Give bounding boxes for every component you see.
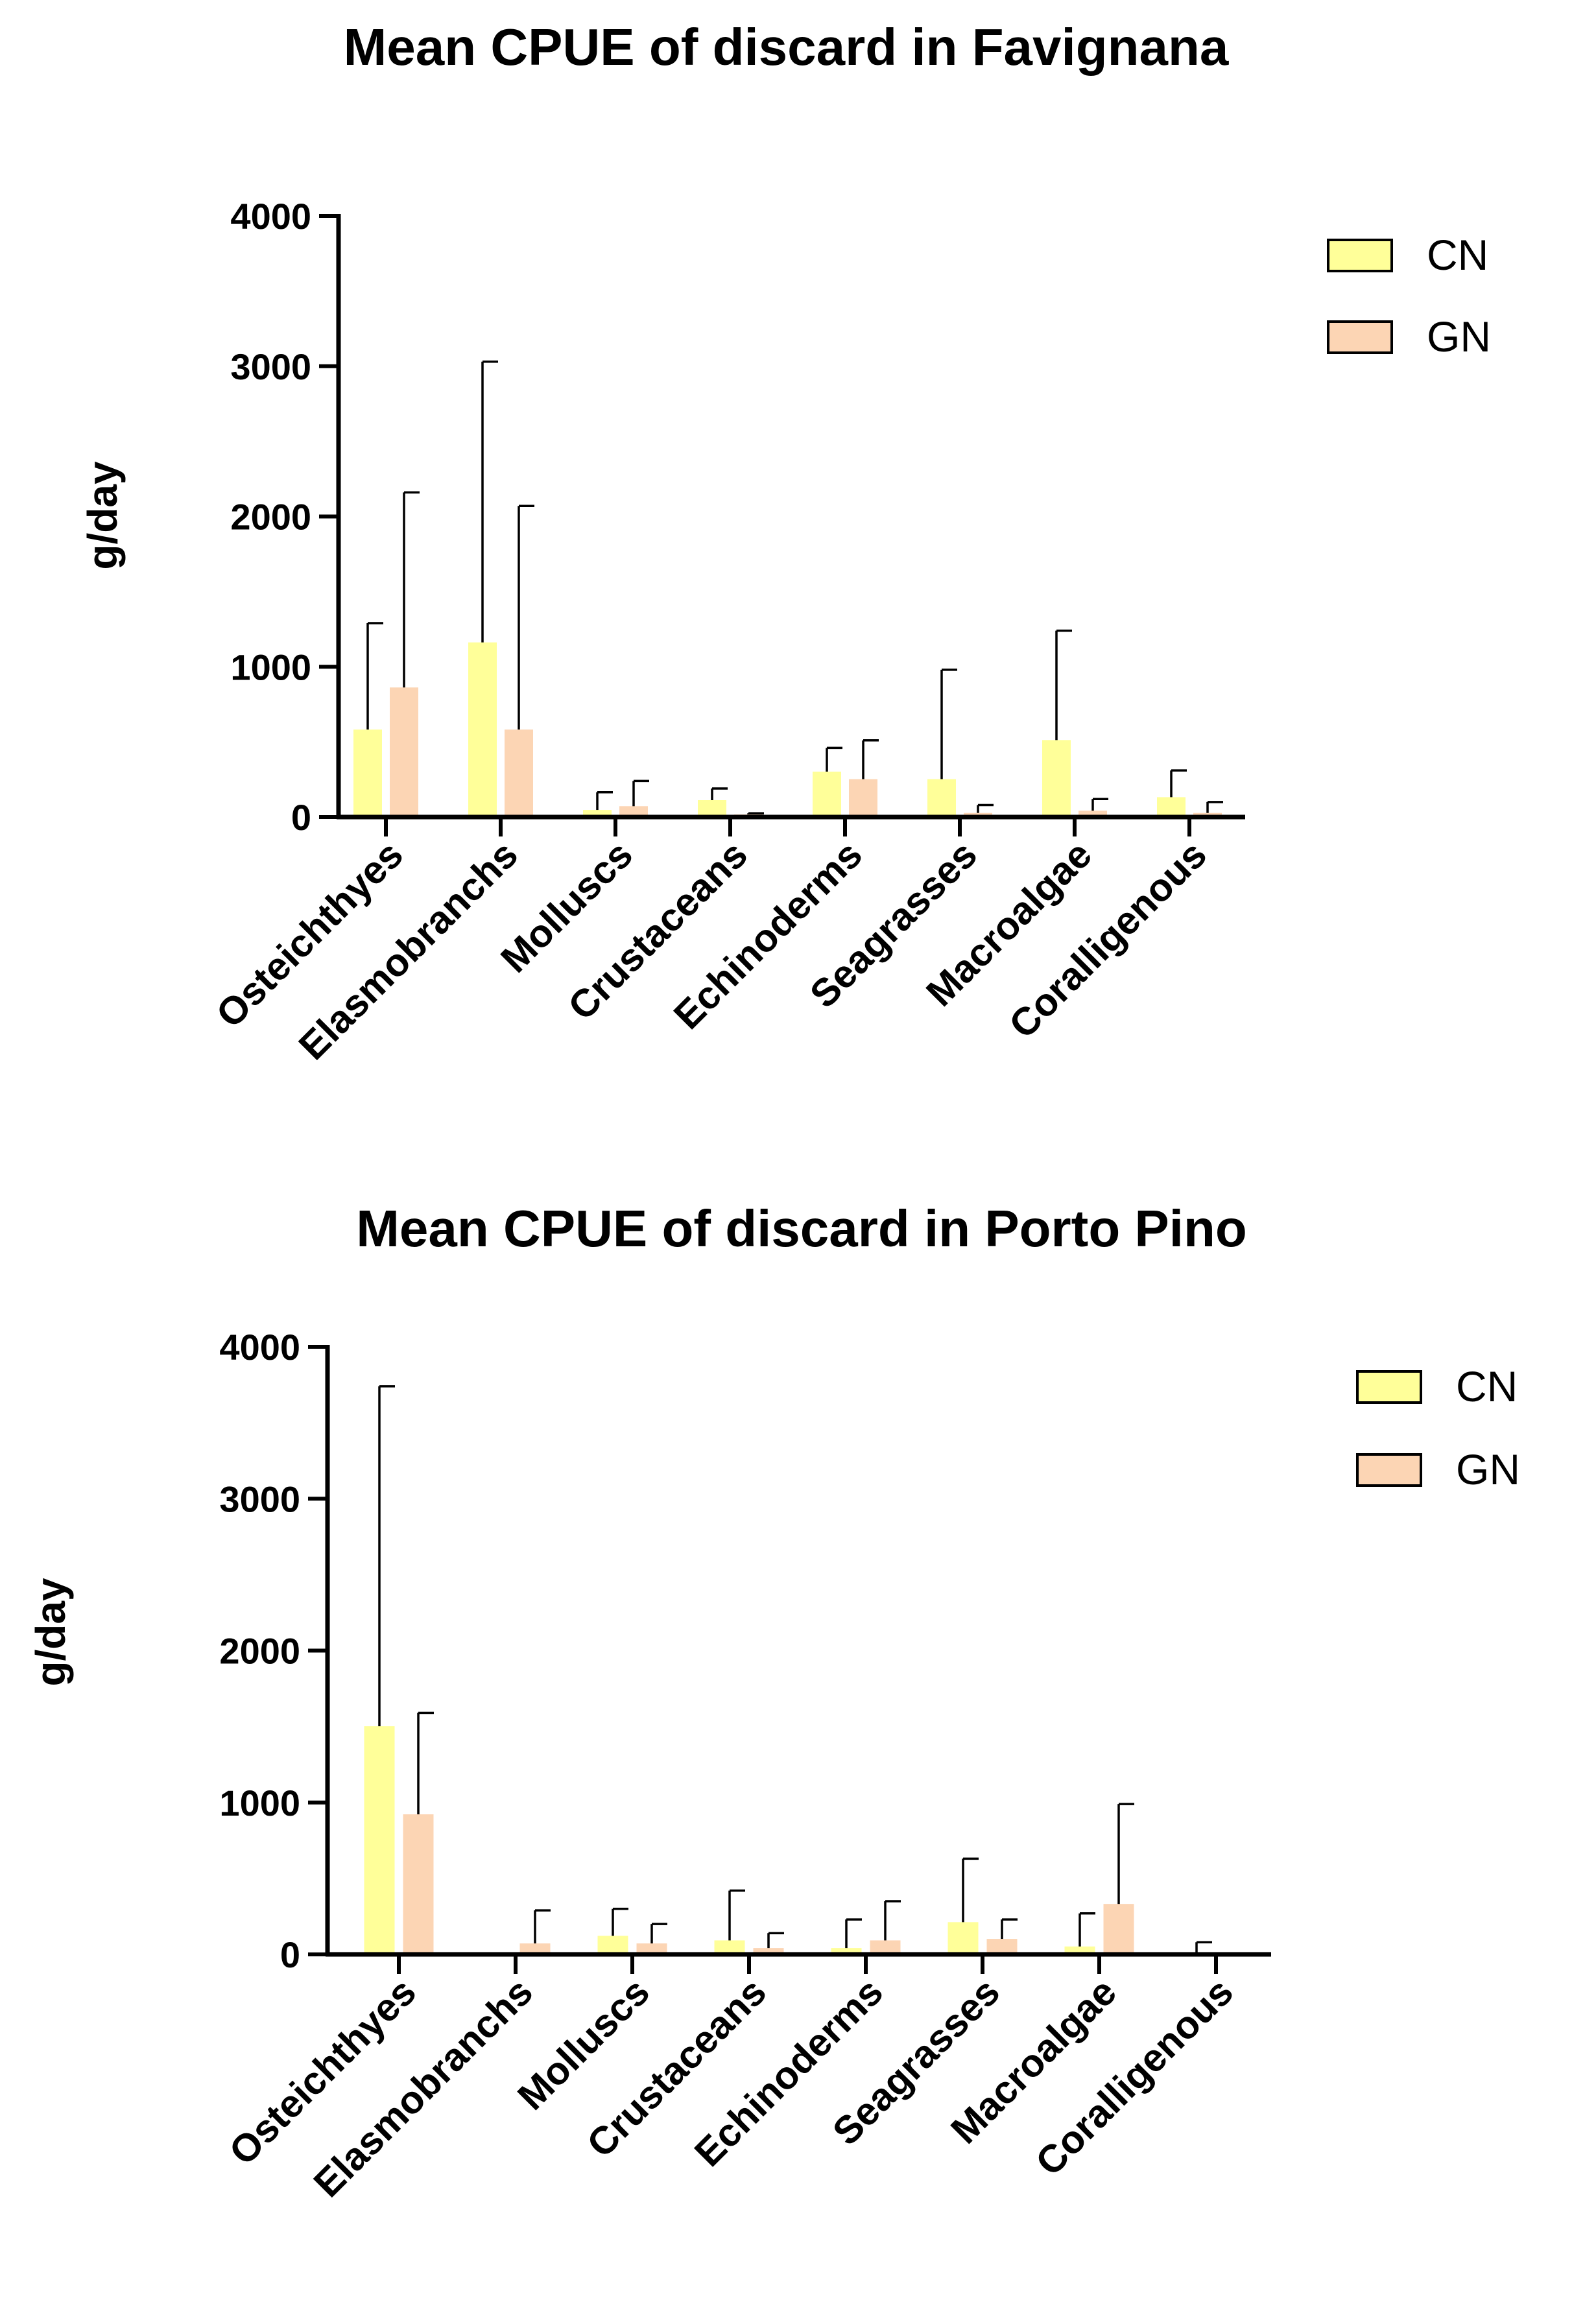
legend-label-cn: CN [1456, 1362, 1518, 1410]
legend-swatch-gn [1327, 320, 1393, 354]
y-axis-label: g/day [79, 461, 126, 570]
bar-gn [505, 729, 533, 818]
chart-title: Mean CPUE of discard in Porto Pino [356, 1200, 1246, 1257]
chart-title: Mean CPUE of discard in Favignana [344, 18, 1229, 76]
favignana-chart-svg: Mean CPUE of discard in Favignana g/day … [79, 18, 1491, 1068]
bar-cn [353, 729, 382, 818]
legend-label-gn: GN [1456, 1445, 1520, 1493]
x-tick-label: Coralligenous [1001, 833, 1215, 1047]
y-tick-label: 3000 [219, 1478, 300, 1519]
bar-gn [849, 779, 877, 818]
bar-cn [1042, 740, 1071, 818]
legend-swatch-cn [1327, 239, 1393, 272]
plot-area: OsteichthyesElasmobranchsMolluscsCrustac… [208, 196, 1245, 1068]
bar-cn [947, 1922, 979, 1955]
bar-cn [597, 1936, 628, 1955]
x-tick-label: Elasmobranchs [305, 1970, 541, 2205]
y-tick-label: 4000 [219, 1327, 300, 1368]
legend-label-gn: GN [1427, 313, 1491, 361]
y-tick-label: 1000 [219, 1783, 300, 1823]
y-tick-label: 0 [291, 797, 311, 838]
y-tick-label: 3000 [230, 346, 311, 387]
y-axis-label: g/day [27, 1578, 74, 1687]
bar-cn [927, 779, 956, 818]
porto-pino-chart: Mean CPUE of discard in Porto Pino g/day… [0, 1162, 1585, 2324]
y-tick-label: 0 [280, 1934, 300, 1975]
y-tick-label: 1000 [230, 646, 311, 687]
legend: CN GN [1356, 1362, 1520, 1493]
y-tick-label: 2000 [230, 497, 311, 538]
legend: CN GN [1327, 231, 1491, 361]
legend-swatch-cn [1356, 1370, 1422, 1404]
x-tick-label: Coralligenous [1027, 1970, 1241, 2184]
bar-cn [1157, 797, 1186, 818]
bar-gn [1103, 1904, 1134, 1955]
bar-gn [986, 1939, 1018, 1955]
y-tick-label: 4000 [230, 196, 311, 237]
bar-cn [813, 771, 841, 818]
bar-gn [390, 687, 418, 818]
bar-cn [468, 642, 497, 818]
legend-swatch-gn [1356, 1453, 1422, 1487]
bar-cn [364, 1726, 395, 1955]
plot-area: OsteichthyesElasmobranchsMolluscsCrustac… [219, 1327, 1271, 2205]
x-tick-label: Elasmobranchs [291, 833, 526, 1068]
bar-cn [698, 800, 726, 818]
porto-pino-chart-svg: Mean CPUE of discard in Porto Pino g/day… [27, 1200, 1520, 2205]
legend-label-cn: CN [1427, 231, 1488, 279]
bar-gn [403, 1814, 434, 1955]
y-tick-label: 2000 [219, 1631, 300, 1672]
favignana-chart: Mean CPUE of discard in Favignana g/day … [79, 18, 1491, 1068]
